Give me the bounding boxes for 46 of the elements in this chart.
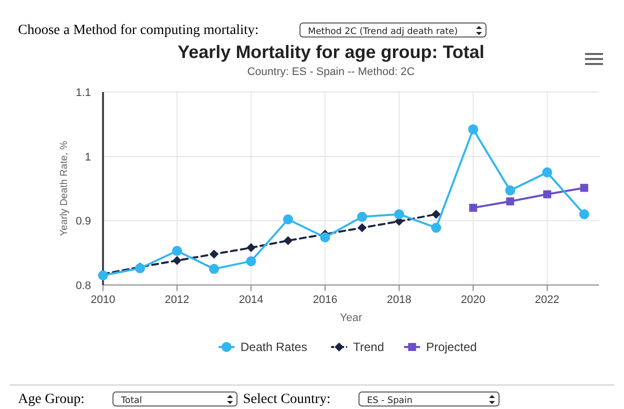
point	[210, 250, 219, 259]
x-tick-label: 2018	[386, 294, 412, 306]
legend-label: Projected	[426, 340, 477, 354]
chart-subtitle: Country: ES - Spain -- Method: 2C	[247, 66, 415, 78]
x-axis-title: Year	[340, 312, 362, 324]
point	[468, 124, 478, 134]
point	[358, 223, 367, 232]
point	[246, 243, 256, 252]
y-tick-label: 0.8	[76, 280, 91, 292]
legend-label: Trend	[353, 340, 384, 354]
x-tick-label: 2010	[90, 294, 116, 306]
point	[469, 204, 478, 212]
y-axis-title: Yearly Death Rate, %	[59, 140, 70, 236]
point	[506, 197, 514, 206]
text: Method 2C (Trend adj death rate)	[308, 27, 458, 37]
point	[357, 212, 368, 222]
x-tick-label: 2020	[460, 294, 486, 306]
point	[209, 264, 220, 274]
point	[172, 256, 182, 266]
point	[283, 214, 294, 224]
legend-label: Death Rates	[240, 340, 308, 354]
point	[431, 222, 442, 233]
text: Age Group:	[18, 392, 84, 407]
x-tick-label: 2012	[164, 294, 190, 306]
text: ES - Spain	[367, 396, 413, 406]
text: Select Country:	[243, 392, 330, 407]
point	[432, 210, 441, 219]
y-tick-label: 1.1	[76, 87, 91, 99]
text: Total	[120, 396, 142, 406]
point	[505, 185, 516, 196]
point	[284, 236, 293, 246]
point	[246, 256, 256, 266]
chart-title: Yearly Mortality for age group: Total	[178, 42, 484, 62]
point	[580, 184, 588, 192]
x-tick-label: 2022	[534, 294, 560, 306]
point	[579, 209, 590, 220]
point	[172, 246, 182, 256]
x-tick-label: 2016	[312, 294, 338, 306]
point	[320, 232, 330, 242]
y-tick-label: 1	[84, 151, 91, 164]
point	[542, 167, 552, 178]
y-tick-label: 0.9	[76, 216, 91, 228]
x-tick-label: 2014	[238, 294, 264, 306]
point	[543, 190, 552, 198]
point	[394, 209, 404, 220]
text: Choose a Method for computing mortality:	[18, 23, 259, 38]
